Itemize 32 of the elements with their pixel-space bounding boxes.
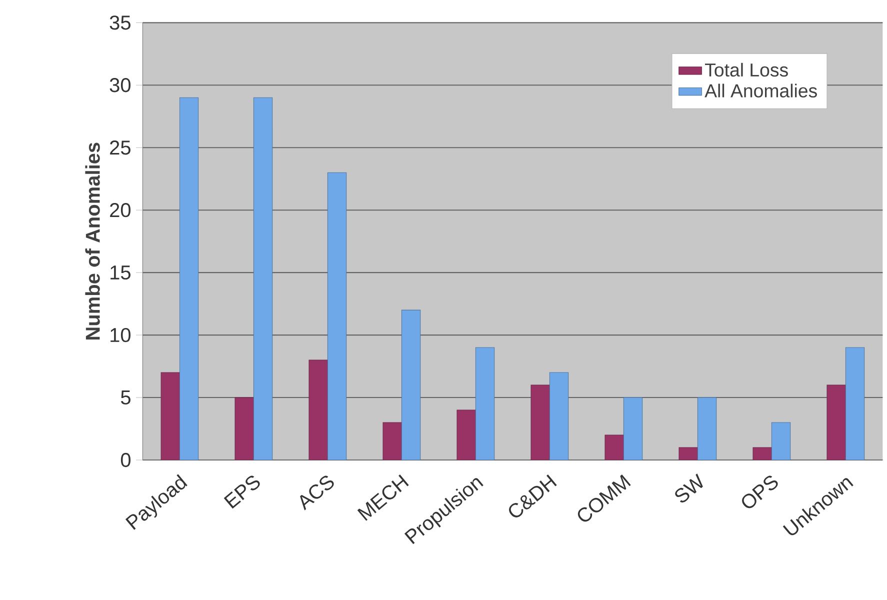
y-axis-title: Numbe of Anomalies [85,142,100,340]
y-tick-label: 15 [110,266,130,280]
bar [826,384,846,460]
bar [604,434,624,460]
bar [549,372,569,460]
bar [382,422,402,460]
bar [160,372,180,460]
bar [179,97,199,460]
x-tick-label: SW [675,474,703,502]
bar [771,422,791,460]
bar [456,410,476,460]
legend-label: Total Loss [705,62,788,77]
bar [401,310,421,460]
bar [845,347,865,460]
y-tick-label: 0 [120,452,130,468]
bar [623,397,643,460]
bar [327,172,347,460]
y-tick-label: 5 [120,390,130,404]
x-tick-label: EPS [224,476,260,509]
y-tick-label: 25 [110,140,130,155]
bar [697,397,717,460]
y-tick-label: 35 [110,16,130,30]
bar [253,97,273,460]
x-tick-label: OPS [742,476,778,508]
y-tick-label: 30 [110,78,130,92]
legend-label: All Anomalies [704,84,817,98]
bar [475,347,495,460]
bar [308,360,328,460]
bar [234,397,254,460]
y-tick-label: 10 [110,328,130,342]
y-tick-label: 20 [110,203,130,218]
bar [530,384,550,460]
